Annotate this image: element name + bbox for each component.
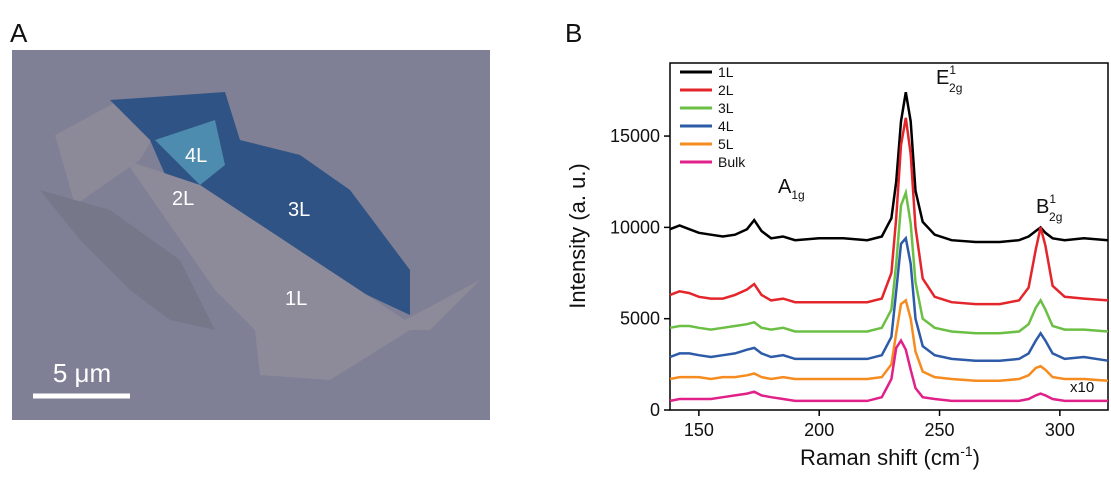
scale-label: 5 μm bbox=[53, 358, 111, 388]
region-label: 4L bbox=[185, 145, 207, 167]
x-tick-label: 250 bbox=[925, 420, 955, 440]
x-axis-label-sup: -1 bbox=[960, 443, 973, 459]
peak-label-base: A bbox=[778, 176, 792, 198]
x-tick-label: 150 bbox=[684, 420, 714, 440]
series-line bbox=[669, 235, 1109, 362]
peak-label-base: B bbox=[1036, 196, 1049, 218]
x-axis-label: Raman shift (cm-1) bbox=[800, 443, 980, 470]
peak-label: E1 2g bbox=[936, 63, 962, 95]
x-tick-label: 200 bbox=[804, 420, 834, 440]
y-axis-label: Intensity (a. u.) bbox=[565, 163, 590, 309]
peak-label-sub: 2g bbox=[1049, 210, 1062, 224]
x-axis-label-end: ) bbox=[973, 445, 980, 470]
note: x10 bbox=[1070, 379, 1094, 396]
peak-label-sup: 1 bbox=[1049, 192, 1056, 206]
y-tick-label: 5000 bbox=[620, 309, 660, 329]
peak-label-base: E bbox=[936, 67, 949, 89]
legend-label: 1L bbox=[718, 64, 734, 80]
x-tick-label: 300 bbox=[1045, 420, 1075, 440]
legend-label: 5L bbox=[718, 136, 734, 152]
series-line bbox=[669, 117, 1109, 306]
peak-label-sup: 1 bbox=[949, 63, 956, 77]
series-line bbox=[669, 91, 1109, 244]
series-line bbox=[669, 298, 1109, 383]
region-label: 1L bbox=[285, 288, 307, 310]
panel-a: A 4L 2L 3L 1L 5 μm bbox=[10, 18, 490, 420]
plot-frame bbox=[669, 62, 1109, 411]
x-axis-label-text: Raman shift (cm bbox=[800, 445, 960, 470]
y-tick-label: 0 bbox=[650, 400, 660, 420]
series-line bbox=[669, 187, 1109, 335]
region-label: 2L bbox=[172, 188, 194, 210]
peak-label-sub: 1g bbox=[791, 188, 804, 202]
legend-label: 4L bbox=[718, 118, 734, 134]
legend-label: Bulk bbox=[718, 154, 746, 170]
flake bbox=[155, 120, 225, 185]
panel-label: B bbox=[565, 18, 582, 48]
legend-label: 2L bbox=[718, 82, 734, 98]
peak-label-sub: 2g bbox=[949, 81, 962, 95]
region-label: 3L bbox=[288, 199, 310, 221]
series-line bbox=[669, 338, 1108, 403]
flake bbox=[125, 160, 480, 380]
y-tick-label: 10000 bbox=[610, 217, 660, 237]
peak-label: A1g bbox=[778, 176, 805, 202]
flake bbox=[40, 190, 215, 330]
y-tick-label: 15000 bbox=[610, 126, 660, 146]
peak-label: B1 2g bbox=[1036, 192, 1062, 224]
panel-label: A bbox=[10, 18, 28, 48]
legend-label: 3L bbox=[718, 100, 734, 116]
